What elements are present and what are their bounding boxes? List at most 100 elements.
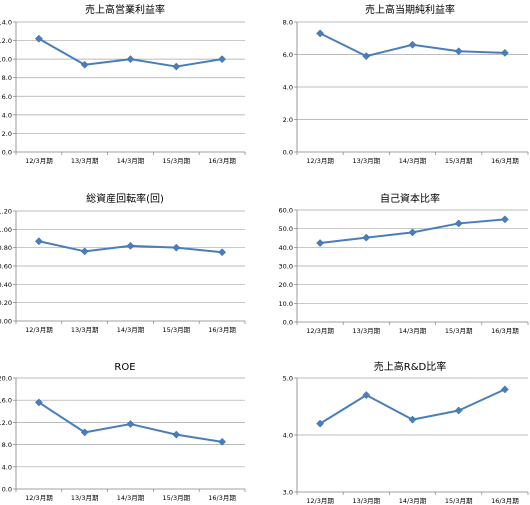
x-tick-label: 12/3月期 xyxy=(306,327,334,335)
chart-6: 売上高R&D比率 3.0 4.0 5.0 12/3月期 13/3月期 14/3月期 15/3月… xyxy=(283,360,529,505)
y-tick-label: 6.0 xyxy=(283,51,293,59)
y-tick-label: 0.0 xyxy=(2,149,12,157)
y-tick-label: 8.0 xyxy=(283,19,293,27)
y-tick-label: 8.0 xyxy=(2,441,12,449)
y-tick-label: 8.0 xyxy=(2,74,12,82)
x-tick-label: 13/3月期 xyxy=(352,497,380,505)
y-tick-label: 0.40 xyxy=(0,281,12,289)
y-tick-label: 10.0 xyxy=(279,300,293,308)
data-point xyxy=(172,430,181,439)
y-tick-label: 0.0 xyxy=(2,486,12,494)
y-tick-label: 0.0 xyxy=(283,149,293,157)
data-point xyxy=(126,241,135,250)
x-tick-label: 16/3月期 xyxy=(208,326,236,334)
x-tick-label: 16/3月期 xyxy=(491,497,519,505)
y-tick-label: 0.00 xyxy=(0,318,12,326)
x-tick-label: 14/3月期 xyxy=(399,157,427,165)
chart-title: ROE xyxy=(114,362,135,373)
data-point xyxy=(80,60,89,69)
data-point xyxy=(408,415,417,424)
chart-title: 総資産回転率(回) xyxy=(86,192,164,205)
x-tick-label: 15/3月期 xyxy=(445,327,473,335)
data-point xyxy=(126,55,135,64)
y-tick-label: 4.0 xyxy=(2,111,12,119)
x-tick-label: 16/3月期 xyxy=(491,327,519,335)
chart-title: 売上高当期純利益率 xyxy=(365,3,455,16)
data-point xyxy=(34,398,43,407)
data-point xyxy=(500,385,509,394)
y-tick-label: 50.0 xyxy=(279,225,293,233)
y-tick-label: 4.0 xyxy=(283,432,293,440)
y-tick-label: 5.0 xyxy=(283,375,293,383)
y-tick-label: 0.20 xyxy=(0,299,12,307)
y-tick-label: 1.20 xyxy=(0,208,12,216)
data-point xyxy=(316,29,325,38)
y-tick-label: 16.0 xyxy=(0,397,12,405)
data-point xyxy=(218,55,227,64)
y-tick-label: 20.0 xyxy=(279,281,293,289)
y-tick-label: 2.0 xyxy=(2,130,12,138)
x-tick-label: 16/3月期 xyxy=(208,494,236,502)
chart-title: 売上高R&D比率 xyxy=(374,360,446,373)
chart-5: ROE 0.0 4.0 8.0 12.0 16.0 20.0 12/3月期 13/3月期 14/3… xyxy=(0,362,246,502)
y-tick-label: 3.0 xyxy=(283,489,293,497)
y-tick-label: 6.0 xyxy=(2,93,12,101)
data-point xyxy=(362,233,371,242)
x-tick-label: 16/3月期 xyxy=(491,157,519,165)
data-point xyxy=(454,47,463,56)
chart-4: 自己資本比率 0.0 10.0 20.0 30.0 40.0 50.0 60.0 12/3月期 1… xyxy=(279,192,529,335)
data-point xyxy=(408,40,417,49)
x-tick-label: 14/3月期 xyxy=(117,157,145,165)
chart-title: 自己資本比率 xyxy=(380,192,440,205)
x-tick-label: 16/3月期 xyxy=(208,157,236,165)
x-tick-label: 13/3月期 xyxy=(352,157,380,165)
x-tick-label: 14/3月期 xyxy=(117,494,145,502)
y-tick-label: 0.60 xyxy=(0,263,12,271)
x-tick-label: 13/3月期 xyxy=(71,326,99,334)
x-tick-label: 13/3月期 xyxy=(352,327,380,335)
data-point xyxy=(362,391,371,400)
y-tick-label: 4.0 xyxy=(2,463,12,471)
x-tick-label: 12/3月期 xyxy=(306,157,334,165)
data-point xyxy=(80,428,89,437)
x-tick-label: 12/3月期 xyxy=(25,157,53,165)
data-point xyxy=(316,419,325,428)
data-point xyxy=(172,243,181,252)
data-point xyxy=(500,48,509,57)
y-tick-label: 12.0 xyxy=(0,419,12,427)
x-tick-label: 15/3月期 xyxy=(162,157,190,165)
x-tick-label: 14/3月期 xyxy=(117,326,145,334)
x-tick-label: 13/3月期 xyxy=(71,494,99,502)
data-point xyxy=(34,34,43,43)
data-point xyxy=(218,437,227,446)
y-tick-label: 4.0 xyxy=(283,84,293,92)
x-tick-label: 15/3月期 xyxy=(162,494,190,502)
x-tick-label: 15/3月期 xyxy=(445,157,473,165)
y-tick-label: 10.0 xyxy=(0,56,12,64)
data-point xyxy=(218,248,227,257)
y-tick-label: 2.0 xyxy=(283,116,293,124)
data-point xyxy=(454,406,463,415)
data-point xyxy=(454,219,463,228)
x-tick-label: 14/3月期 xyxy=(399,497,427,505)
data-point xyxy=(126,420,135,429)
x-tick-label: 12/3月期 xyxy=(306,497,334,505)
data-point xyxy=(172,62,181,71)
y-tick-label: 1.00 xyxy=(0,226,12,234)
y-tick-label: 30.0 xyxy=(279,263,293,271)
chart-3: 総資産回転率(回) 0.00 0.20 0.40 0.60 0.80 1.00 1.20 12/… xyxy=(0,192,246,334)
x-tick-label: 13/3月期 xyxy=(71,157,99,165)
data-point xyxy=(408,228,417,237)
data-point xyxy=(80,247,89,256)
chart-1: 売上高営業利益率 0.0 2.0 4.0 6.0 8.0 10.0 12.0 14.0 12/3月… xyxy=(0,3,246,165)
y-tick-label: 12.0 xyxy=(0,37,12,45)
x-tick-label: 14/3月期 xyxy=(399,327,427,335)
y-tick-label: 14.0 xyxy=(0,19,12,27)
data-point xyxy=(34,237,43,246)
x-tick-label: 12/3月期 xyxy=(25,494,53,502)
y-tick-label: 0.0 xyxy=(283,319,293,327)
data-point xyxy=(362,52,371,61)
x-tick-label: 12/3月期 xyxy=(25,326,53,334)
y-tick-label: 60.0 xyxy=(279,207,293,215)
